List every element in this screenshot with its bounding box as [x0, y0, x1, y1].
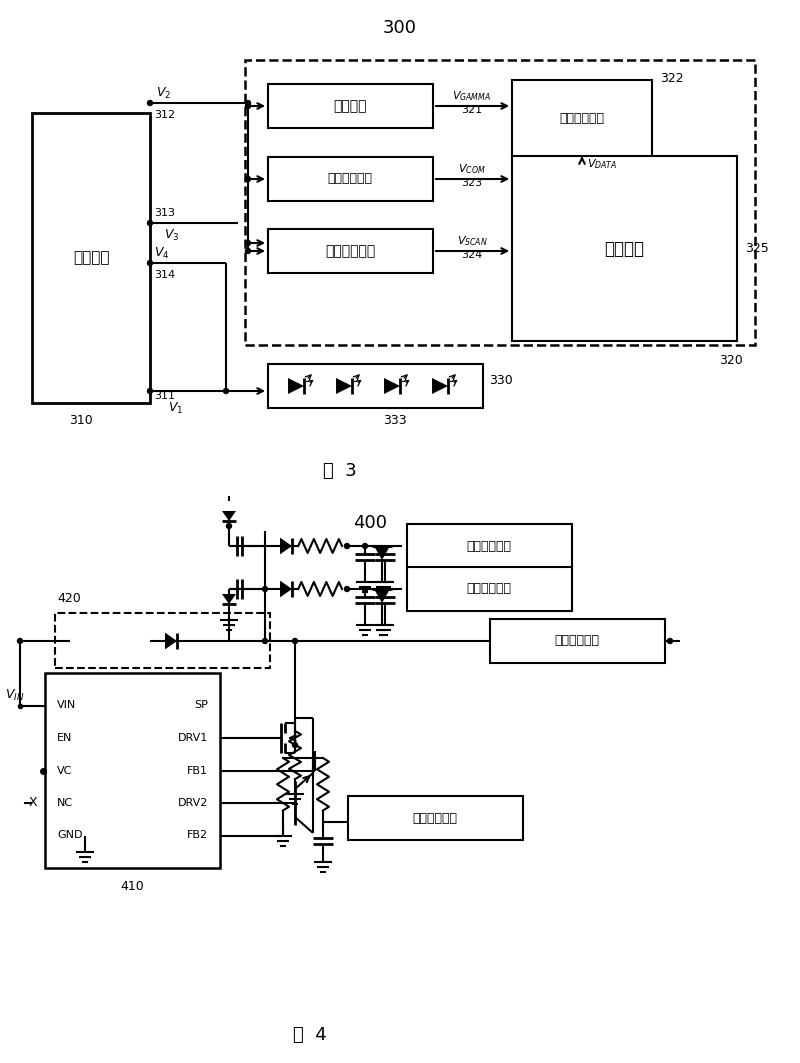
Text: $V_1$: $V_1$	[168, 401, 183, 416]
Circle shape	[226, 523, 231, 528]
Text: 图  3: 图 3	[323, 462, 357, 480]
Circle shape	[293, 742, 298, 747]
Text: SP: SP	[194, 701, 208, 710]
Text: EN: EN	[57, 733, 72, 743]
Text: FB1: FB1	[187, 765, 208, 776]
Bar	[268, 364, 483, 408]
Circle shape	[667, 639, 673, 643]
Text: 公共电压电路: 公共电压电路	[327, 172, 373, 186]
Text: 420: 420	[57, 592, 81, 606]
Text: 323: 323	[462, 178, 482, 188]
Text: 310: 310	[69, 415, 93, 427]
Text: $V_{GAMMA}$: $V_{GAMMA}$	[453, 89, 491, 103]
Text: $V_{IN}$: $V_{IN}$	[5, 688, 25, 703]
Polygon shape	[432, 378, 448, 394]
Bar	[268, 157, 433, 201]
Polygon shape	[222, 511, 236, 521]
Text: 图  4: 图 4	[293, 1026, 327, 1044]
Polygon shape	[165, 632, 177, 649]
Circle shape	[345, 587, 350, 591]
Bar	[407, 524, 572, 568]
Bar	[45, 673, 220, 868]
Text: 第一负载电路: 第一负载电路	[554, 635, 599, 647]
Circle shape	[147, 220, 153, 225]
Text: 液晶面板: 液晶面板	[604, 240, 644, 258]
Text: NC: NC	[57, 798, 73, 808]
Text: DRV2: DRV2	[178, 798, 208, 808]
Text: 311: 311	[154, 391, 175, 401]
Text: 第三负载电路: 第三负载电路	[466, 540, 511, 553]
Polygon shape	[222, 594, 236, 604]
Text: $V_{DATA}$: $V_{DATA}$	[587, 157, 618, 171]
Text: $V_4$: $V_4$	[154, 246, 170, 260]
Text: FB2: FB2	[187, 830, 208, 841]
Bar	[268, 84, 433, 128]
Text: 321: 321	[462, 105, 482, 115]
Polygon shape	[280, 538, 292, 555]
Text: VC: VC	[57, 765, 72, 776]
Text: 加马电路: 加马电路	[334, 99, 366, 113]
Polygon shape	[280, 580, 292, 597]
Circle shape	[18, 639, 22, 643]
Text: 电源电路: 电源电路	[73, 251, 110, 266]
Bar	[348, 796, 523, 840]
Text: 410: 410	[120, 879, 144, 893]
Bar	[407, 567, 572, 611]
Circle shape	[246, 103, 250, 108]
Circle shape	[246, 101, 250, 105]
Text: 320: 320	[719, 354, 743, 367]
Circle shape	[262, 587, 267, 591]
Text: 400: 400	[353, 514, 387, 532]
Polygon shape	[288, 378, 304, 394]
Bar	[32, 113, 150, 403]
Circle shape	[362, 543, 367, 549]
Polygon shape	[384, 378, 400, 394]
Text: $V_{SCAN}$: $V_{SCAN}$	[457, 234, 487, 248]
Text: 312: 312	[154, 109, 175, 120]
Text: DRV1: DRV1	[178, 733, 208, 743]
Text: 第二负载电路: 第二负载电路	[413, 811, 458, 825]
Circle shape	[345, 543, 350, 549]
Bar	[245, 60, 755, 345]
Circle shape	[246, 240, 250, 246]
Circle shape	[147, 101, 153, 105]
Bar	[268, 229, 433, 273]
Polygon shape	[374, 589, 390, 603]
Text: 314: 314	[154, 270, 175, 280]
Bar	[512, 80, 652, 158]
Circle shape	[147, 260, 153, 266]
Bar	[512, 156, 737, 341]
Circle shape	[147, 388, 153, 393]
Circle shape	[223, 388, 229, 393]
Circle shape	[246, 176, 250, 182]
Text: $V_{COM}$: $V_{COM}$	[458, 162, 486, 175]
Text: 300: 300	[383, 19, 417, 37]
Circle shape	[262, 639, 267, 643]
Text: VIN: VIN	[57, 701, 76, 710]
Text: 数据驱动电路: 数据驱动电路	[559, 113, 605, 125]
Text: 324: 324	[462, 250, 482, 260]
Text: X: X	[29, 796, 38, 810]
Text: 第四负载电路: 第四负载电路	[466, 583, 511, 595]
Text: 313: 313	[154, 208, 175, 218]
Text: 333: 333	[383, 414, 407, 426]
Circle shape	[362, 587, 367, 591]
Circle shape	[246, 249, 250, 253]
Bar	[490, 619, 665, 663]
Text: $V_2$: $V_2$	[156, 85, 171, 101]
Circle shape	[293, 639, 298, 643]
Text: 322: 322	[660, 71, 684, 84]
Text: 325: 325	[745, 242, 769, 255]
Text: 330: 330	[489, 374, 513, 388]
Bar	[55, 613, 270, 668]
Text: $V_3$: $V_3$	[164, 227, 179, 242]
Text: 扫描驱动电路: 扫描驱动电路	[325, 244, 375, 258]
Polygon shape	[336, 378, 352, 394]
Polygon shape	[374, 546, 390, 560]
Text: GND: GND	[57, 830, 82, 841]
